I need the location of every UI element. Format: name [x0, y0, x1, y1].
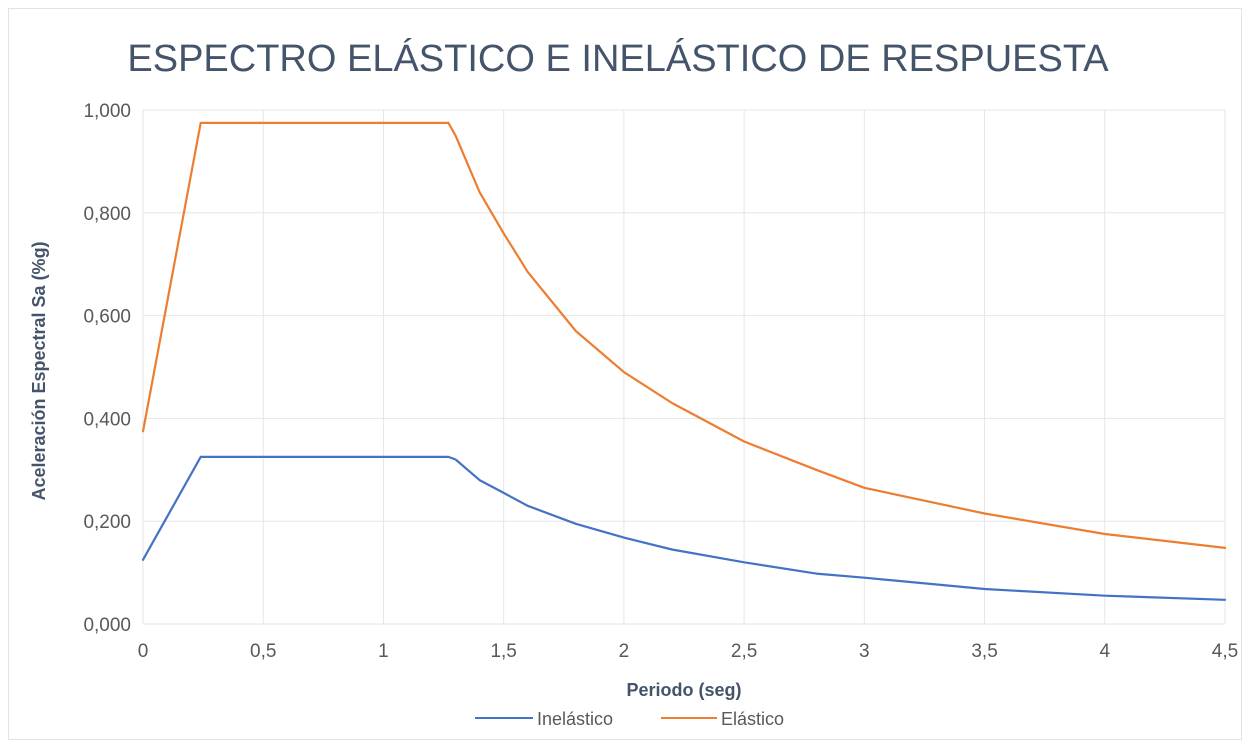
- series-layer: [141, 121, 1227, 601]
- series-line-elastico: [141, 121, 1227, 550]
- legend: Inelástico Elástico: [475, 709, 784, 729]
- x-tick-label: 3: [859, 641, 870, 662]
- chart-title: ESPECTRO ELÁSTICO E INELÁSTICO DE RESPUE…: [127, 37, 1109, 80]
- legend-label-inelastico: Inelástico: [537, 709, 613, 729]
- x-tick-label: 1: [378, 641, 389, 662]
- x-tick-label: 3,5: [971, 641, 997, 662]
- x-tick-label: 4: [1099, 641, 1110, 662]
- y-tick-label: 1,000: [83, 101, 131, 122]
- x-tick-label: 2,5: [731, 641, 757, 662]
- legend-label-elastico: Elástico: [721, 709, 784, 729]
- x-axis-title: Periodo (seg): [626, 680, 741, 700]
- x-tick-label: 0: [138, 641, 149, 662]
- y-axis-title: Aceleración Espectral Sa (%g): [29, 241, 49, 500]
- chart-svg: ESPECTRO ELÁSTICO E INELÁSTICO DE RESPUE…: [29, 37, 1238, 729]
- y-tick-label: 0,800: [83, 204, 131, 225]
- chart-frame: ESPECTRO ELÁSTICO E INELÁSTICO DE RESPUE…: [8, 8, 1242, 740]
- x-tick-label: 4,5: [1212, 641, 1238, 662]
- y-tick-label: 0,600: [83, 307, 131, 328]
- y-tick-label: 0,200: [83, 512, 131, 533]
- series-line-inelastico: [141, 455, 1227, 601]
- y-tick-label: 0,400: [83, 409, 131, 430]
- x-tick-label: 0,5: [250, 641, 276, 662]
- y-tick-label: 0,000: [83, 615, 131, 636]
- tick-layer: 0,000 0,200 0,400 0,600 0,800 1,000 0 0,5 1 1,5 2 2…: [83, 101, 1238, 662]
- x-tick-label: 1,5: [490, 641, 516, 662]
- x-tick-label: 2: [619, 641, 630, 662]
- grid-layer: [142, 109, 1226, 625]
